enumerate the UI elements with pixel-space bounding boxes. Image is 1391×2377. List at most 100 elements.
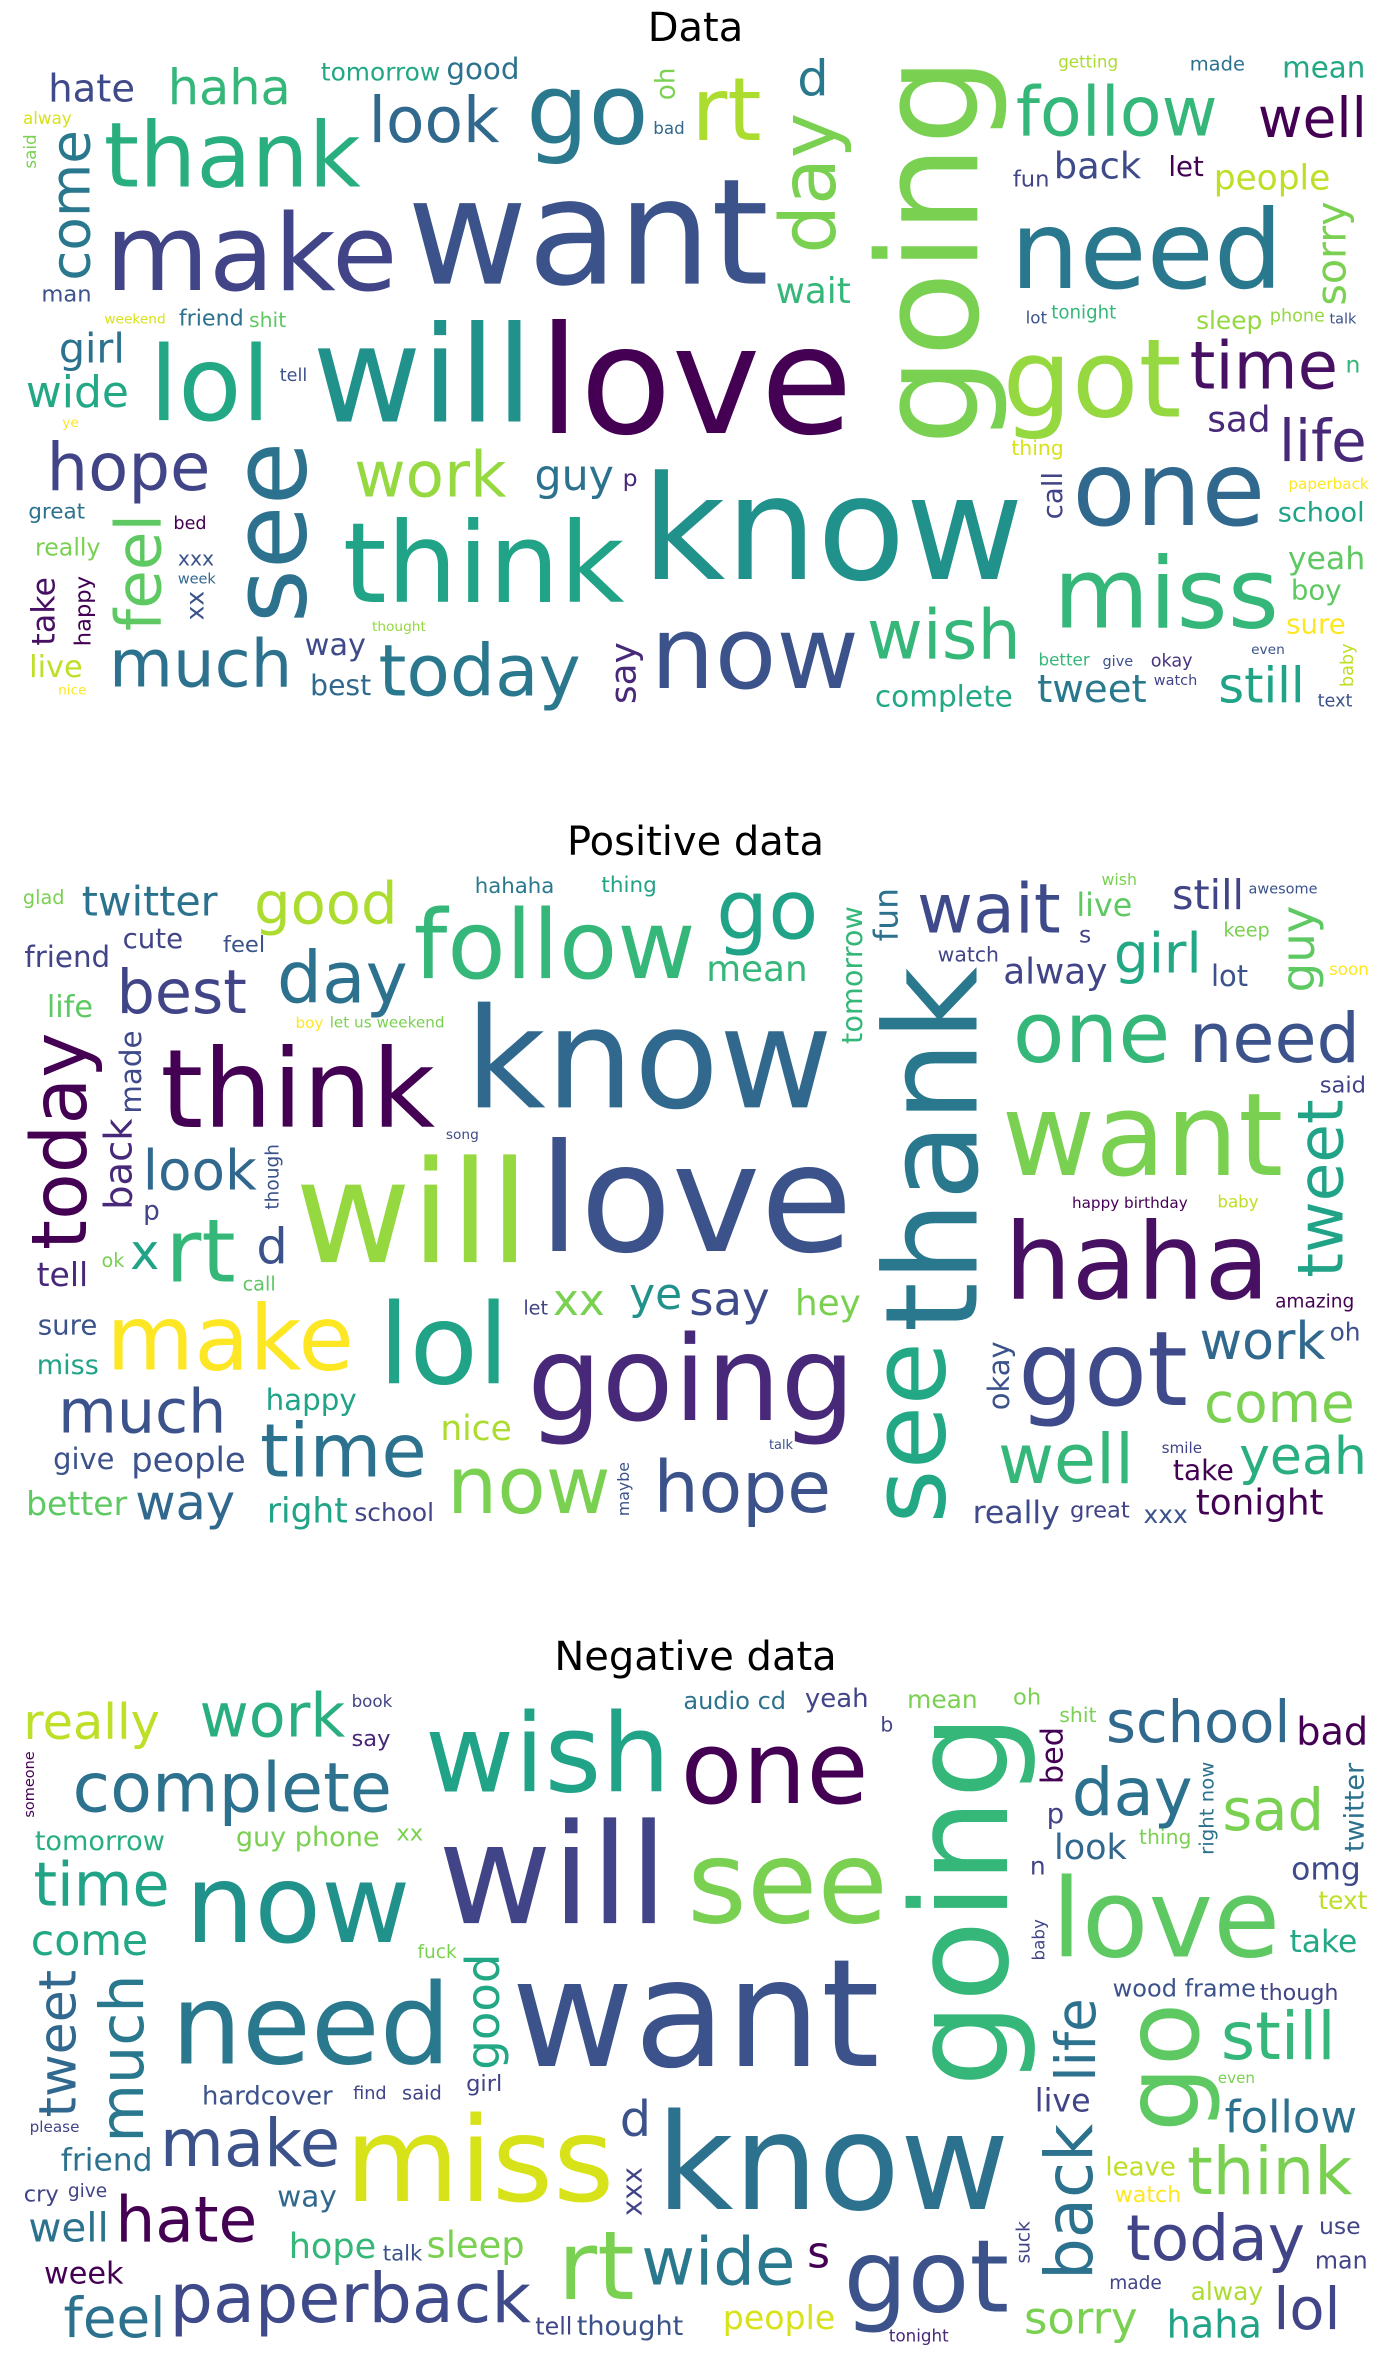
word-will: will — [295, 1131, 529, 1296]
word-tomorrow: tomorrow — [835, 906, 869, 1044]
word-today: today — [1126, 2202, 1305, 2275]
word-haha: haha — [1167, 2303, 1262, 2345]
word-tomorrow: tomorrow — [321, 58, 440, 87]
word-take: take — [1173, 1454, 1234, 1487]
word-make: make — [106, 1286, 354, 1391]
word-song: song — [446, 1127, 479, 1143]
word-people: people — [723, 2298, 835, 2337]
word-alway: alway — [1191, 2277, 1263, 2306]
word-come: come — [1204, 1371, 1355, 1435]
word-need: need — [1010, 187, 1283, 314]
word-take: take — [26, 577, 62, 646]
word-soon: soon — [1329, 959, 1369, 979]
word-life: life — [1044, 1998, 1108, 2081]
word-oh: oh — [1013, 1685, 1041, 1710]
word-okay: okay — [982, 1341, 1016, 1410]
word-great: great — [28, 499, 85, 524]
word-tomorrow: tomorrow — [35, 1826, 165, 1857]
word-sorry: sorry — [1307, 201, 1355, 305]
word-still: still — [1172, 871, 1244, 919]
word-right-now: right now — [1196, 1762, 1219, 1855]
word-bad: bad — [1296, 1711, 1368, 1755]
word-s: s — [1079, 921, 1091, 949]
word-happy: happy — [70, 576, 96, 646]
word-want: want — [511, 1928, 879, 2102]
word-sure: sure — [1286, 607, 1346, 640]
word-really: really — [973, 1495, 1060, 1530]
word-mean: mean — [907, 1685, 978, 1714]
word-think: think — [1187, 2134, 1352, 2210]
word-tweet: tweet — [1285, 1099, 1358, 1277]
word-back: back — [1054, 144, 1142, 187]
word-said: said — [1320, 1073, 1366, 1099]
word-xxx: xxx — [615, 2167, 648, 2216]
word-made: made — [1190, 52, 1245, 75]
word-oh: oh — [1330, 1317, 1361, 1346]
word-feel: feel — [102, 514, 175, 631]
word-n: n — [1345, 351, 1360, 379]
word-going: going — [848, 57, 1010, 446]
word-hope: hope — [47, 430, 211, 506]
word-make: make — [160, 2106, 340, 2182]
word-baby: baby — [1338, 643, 1358, 687]
word-way: way — [305, 628, 366, 663]
word-go: go — [716, 870, 818, 958]
word-life: life — [47, 990, 93, 1025]
word-ye: ye — [62, 415, 79, 431]
word-live: live — [29, 650, 82, 685]
word-now: now — [447, 1439, 611, 1530]
word-girl: girl — [466, 2071, 502, 2097]
word-cute: cute — [123, 922, 183, 955]
word-still: still — [1218, 657, 1304, 712]
word-wish: wish — [867, 596, 1021, 675]
word-look: look — [1054, 1828, 1128, 1868]
word-text: text — [1318, 692, 1353, 712]
word-see: see — [210, 442, 330, 624]
word-know: know — [656, 2085, 1009, 2241]
word-sleep: sleep — [427, 2224, 525, 2267]
word-going: going — [883, 1714, 1039, 2087]
word-talk: talk — [1329, 312, 1357, 328]
word-oh: oh — [652, 68, 682, 101]
word-x: x — [130, 1223, 159, 1281]
word-tell: tell — [535, 2313, 572, 2341]
word-watch: watch — [1115, 2182, 1182, 2208]
word-though: though — [262, 1144, 283, 1210]
word-bed: bed — [173, 514, 206, 534]
word-xx: xx — [396, 1821, 423, 1847]
word-hope: hope — [654, 1446, 831, 1529]
word-wait: wait — [776, 271, 851, 312]
word-time: time — [1190, 329, 1338, 405]
word-maybe: maybe — [614, 1462, 633, 1516]
word-back: back — [1032, 2124, 1108, 2280]
word-say: say — [604, 642, 645, 704]
word-ye: ye — [629, 1269, 682, 1320]
word-still: still — [1221, 1999, 1336, 2075]
word-give: give — [1103, 654, 1134, 670]
word-today: today — [20, 1032, 105, 1250]
word-work: work — [1200, 1312, 1326, 1372]
word-made: made — [114, 1030, 148, 1113]
word-live: live — [1035, 2083, 1091, 2119]
word-hey: hey — [795, 1283, 861, 1324]
word-much: much — [109, 627, 292, 703]
word-go: go — [1103, 2003, 1223, 2132]
word-xxx: xxx — [1144, 1500, 1188, 1529]
word-said: said — [402, 2082, 442, 2105]
word-best: best — [117, 958, 247, 1028]
word-miss: miss — [37, 1350, 99, 1381]
word-good: good — [446, 52, 519, 86]
word-people: people — [1214, 158, 1331, 198]
word-shit: shit — [1059, 1703, 1096, 1727]
wordcloud: love want know going will think need got make one… — [20, 52, 1371, 712]
word-d: d — [797, 52, 828, 108]
chart-title: Data — [647, 5, 744, 51]
word-let-us-weekend: let us weekend — [330, 1013, 445, 1031]
word-okay: okay — [1151, 651, 1193, 671]
word-sad: sad — [1222, 1777, 1324, 1844]
word-take: take — [1289, 1924, 1357, 1960]
word-p: p — [1047, 1797, 1065, 1830]
word-well: well — [28, 2203, 108, 2251]
word-made: made — [1109, 2273, 1162, 2294]
